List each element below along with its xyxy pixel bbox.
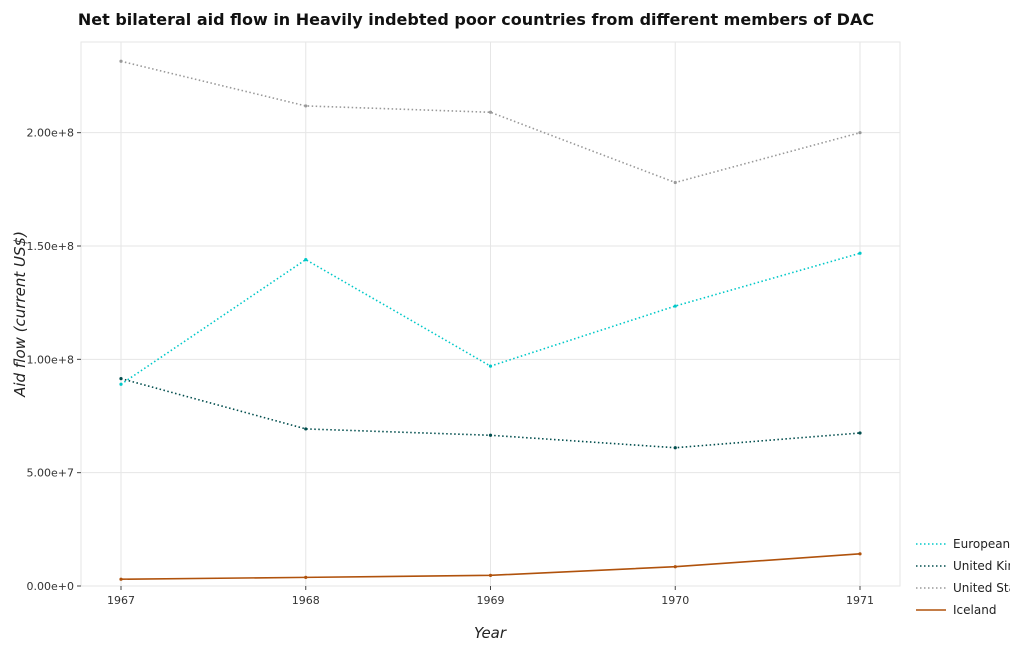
data-point: [304, 258, 308, 262]
x-tick-label: 1968: [292, 594, 320, 607]
data-point: [488, 110, 493, 114]
y-tick-label: 2.00e+8: [27, 127, 74, 140]
data-point: [673, 304, 677, 308]
legend-label: United Kingdom: [953, 559, 1010, 573]
data-point: [119, 59, 123, 63]
chart-title: Net bilateral aid flow in Heavily indebt…: [78, 10, 874, 29]
y-tick-label: 5.00e+7: [27, 467, 74, 480]
data-point: [488, 364, 493, 368]
x-tick-label: 1970: [661, 594, 689, 607]
data-point: [119, 377, 123, 381]
data-point: [488, 573, 493, 577]
data-point: [304, 575, 308, 579]
data-point: [488, 433, 493, 437]
data-point: [858, 131, 862, 135]
y-tick-label: 1.50e+8: [27, 240, 74, 253]
data-point: [673, 180, 677, 185]
data-point: [119, 382, 123, 386]
data-point: [858, 251, 862, 255]
series-line: [120, 60, 861, 184]
series-european-union: [119, 251, 862, 386]
data-point: [858, 431, 862, 435]
y-axis-label: Aid flow (current US$): [11, 231, 29, 398]
data-point: [304, 104, 308, 108]
data-point: [119, 577, 123, 581]
data-point: [858, 552, 862, 556]
y-axis: 0.00e+0 5.00e+7 1.00e+8 1.50e+8 2.00e+8: [27, 127, 81, 593]
x-tick-label: 1971: [846, 594, 874, 607]
data-point: [304, 427, 308, 431]
data-point: [673, 565, 677, 569]
y-tick-label: 1.00e+8: [27, 353, 74, 366]
legend: European Union United Kingdom United State…: [916, 537, 1010, 617]
x-tick-label: 1969: [477, 594, 505, 607]
series-iceland: [119, 552, 862, 581]
x-axis: 1967 1968 1969 1970 1971: [107, 586, 874, 607]
legend-label: Iceland: [953, 603, 996, 617]
data-point: [673, 446, 677, 450]
series-lines: [119, 59, 862, 581]
series-united-states: [119, 59, 862, 185]
legend-label: European Union: [953, 537, 1010, 551]
x-tick-label: 1967: [107, 594, 135, 607]
legend-label: United States: [953, 581, 1010, 595]
y-tick-label: 0.00e+0: [27, 580, 74, 593]
series-united-kingdom: [119, 377, 862, 450]
x-axis-label: Year: [474, 624, 507, 642]
